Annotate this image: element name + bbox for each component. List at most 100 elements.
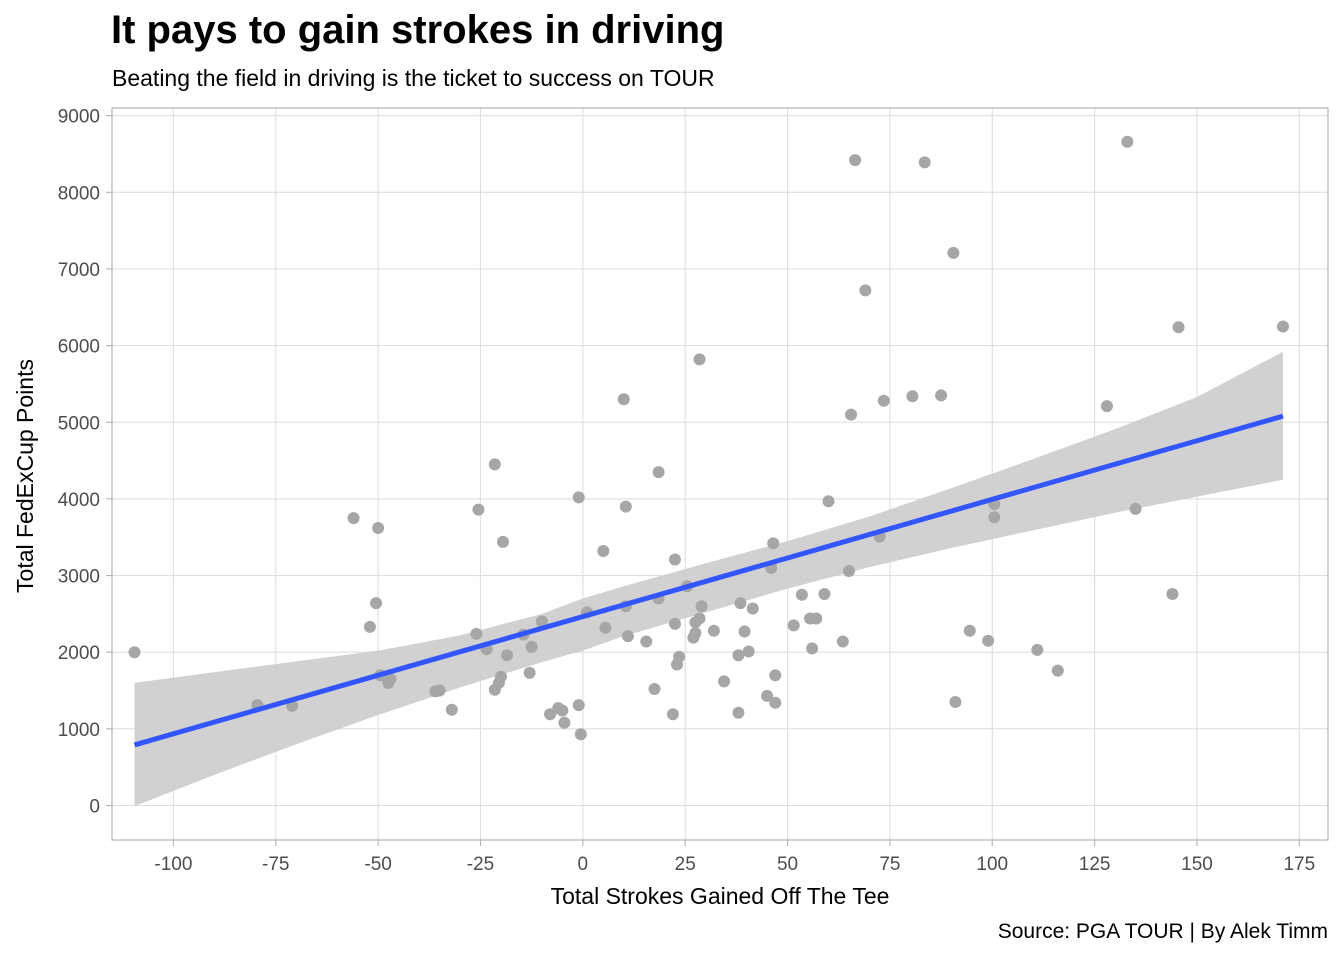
data-point	[497, 535, 510, 548]
data-point	[795, 588, 808, 601]
data-point	[1051, 664, 1064, 677]
data-point	[842, 564, 855, 577]
data-point	[621, 630, 634, 643]
x-tick-label: 0	[578, 854, 589, 875]
x-tick-label: 75	[879, 854, 900, 875]
data-point	[906, 390, 919, 403]
chart-subtitle: Beating the field in driving is the tick…	[112, 65, 715, 91]
data-point	[525, 640, 538, 653]
data-point	[769, 669, 782, 682]
data-point	[1166, 587, 1179, 600]
data-point	[652, 466, 665, 479]
y-tick-label: 7000	[58, 260, 100, 281]
data-point	[572, 699, 585, 712]
data-point	[347, 512, 360, 525]
data-point	[599, 621, 612, 634]
data-point	[668, 617, 681, 630]
x-tick-label: 100	[976, 854, 1008, 875]
x-tick-label: 50	[777, 854, 798, 875]
data-point	[488, 458, 501, 471]
data-point	[734, 597, 747, 610]
y-tick-label: 5000	[58, 413, 100, 434]
data-point	[963, 624, 976, 637]
y-tick-label: 3000	[58, 567, 100, 588]
x-tick-label: 175	[1283, 854, 1315, 875]
x-tick-label: -100	[154, 854, 192, 875]
data-point	[695, 600, 708, 613]
data-point	[732, 649, 745, 662]
data-point	[666, 708, 679, 721]
data-point	[1129, 502, 1142, 515]
data-point	[433, 684, 446, 697]
data-point	[1100, 400, 1113, 413]
data-point	[1121, 135, 1134, 148]
data-point	[535, 615, 548, 628]
data-point	[470, 627, 483, 640]
data-point	[494, 670, 507, 683]
x-tick-label: 150	[1181, 854, 1213, 875]
data-point	[718, 675, 731, 688]
y-tick-label: 6000	[58, 337, 100, 358]
x-tick-label: -75	[262, 854, 289, 875]
data-points	[128, 135, 1289, 741]
y-tick-label: 8000	[58, 183, 100, 204]
data-point	[370, 597, 383, 610]
x-tick-label: 125	[1079, 854, 1111, 875]
x-tick-label: -25	[467, 854, 494, 875]
data-point	[673, 650, 686, 663]
data-point	[472, 503, 485, 516]
data-point	[1172, 321, 1185, 334]
data-point	[877, 394, 890, 407]
x-axis-title: Total Strokes Gained Off The Tee	[551, 883, 890, 909]
data-point	[384, 673, 397, 686]
y-tick-label: 9000	[58, 107, 100, 128]
x-tick-label: 25	[675, 854, 696, 875]
panel-border	[111, 107, 1329, 841]
data-point	[810, 612, 823, 625]
data-point	[818, 587, 831, 600]
data-point	[742, 645, 755, 658]
x-tick-label: -50	[364, 854, 391, 875]
data-point	[822, 495, 835, 508]
data-point	[689, 627, 702, 640]
data-point	[859, 284, 872, 297]
data-point	[707, 624, 720, 637]
data-point	[523, 666, 536, 679]
data-point	[668, 553, 681, 566]
data-point	[445, 703, 458, 716]
data-point	[372, 522, 385, 535]
data-point	[648, 683, 661, 696]
data-point	[767, 537, 780, 550]
y-axis: 0 1000 2000 3000 4000 5000 6000 7000 8000 9000	[58, 107, 112, 818]
x-axis: -100 -75 -50 -25 0 25 50 75 100 125 150 175	[154, 840, 1315, 875]
data-point	[845, 408, 858, 421]
data-point	[572, 491, 585, 504]
data-point	[836, 635, 849, 648]
data-point	[619, 500, 632, 513]
data-point	[1276, 320, 1289, 333]
chart-title: It pays to gain strokes in driving	[111, 8, 725, 52]
y-tick-label: 1000	[58, 720, 100, 741]
data-point	[935, 389, 948, 402]
data-point	[544, 708, 557, 721]
trend-line	[133, 413, 1284, 748]
data-point	[746, 602, 759, 615]
data-point	[769, 696, 782, 709]
data-point	[693, 612, 706, 625]
data-point	[617, 393, 630, 406]
data-point	[732, 706, 745, 719]
data-point	[949, 696, 962, 709]
data-point	[738, 625, 751, 638]
data-point	[128, 646, 141, 659]
y-tick-label: 4000	[58, 490, 100, 511]
data-point	[501, 649, 514, 662]
data-point	[640, 635, 653, 648]
chart-caption: Source: PGA TOUR | By Alek Timm	[997, 920, 1328, 943]
data-point	[982, 634, 995, 647]
data-point	[947, 246, 960, 259]
y-axis-title: Total FedExCup Points	[12, 359, 38, 593]
data-point	[556, 704, 569, 717]
y-tick-label: 0	[89, 797, 100, 818]
data-point	[918, 156, 931, 169]
data-point	[574, 728, 587, 741]
